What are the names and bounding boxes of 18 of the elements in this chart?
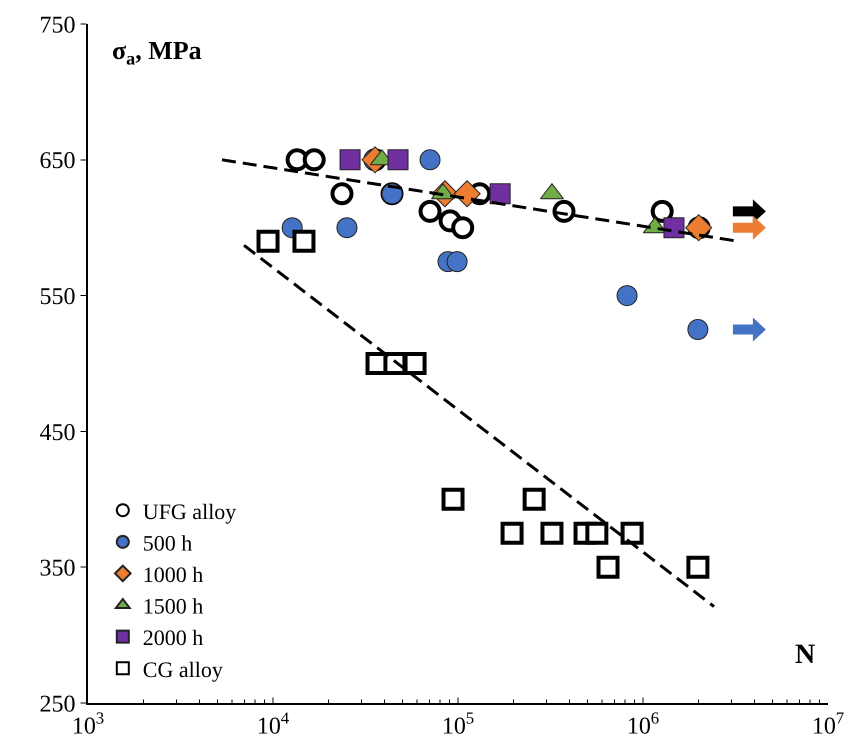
legend-label: 1000 h	[142, 562, 204, 587]
x-tick-label: 10$^{6}$	[626, 708, 660, 740]
y-tick-label: 550	[39, 284, 76, 310]
y-tick-label: 350	[39, 556, 76, 582]
legend-label: UFG alloy	[142, 498, 236, 524]
legend-label: 2000 h	[142, 625, 204, 650]
y-tick-label: 450	[39, 420, 76, 446]
legend-label: 500 h	[142, 530, 192, 556]
y-tick-label: 750	[39, 12, 76, 38]
x-tick-label: 10$^{7}$	[812, 708, 844, 740]
y-tick-label: 250	[39, 691, 76, 718]
y-tick-label: 650	[39, 148, 76, 174]
x-axis-title: N	[795, 639, 816, 670]
y-axis-title: σ$_{a}$, MPa	[112, 36, 202, 68]
legend-label: CG alloy	[142, 656, 223, 682]
x-tick-label: 10$^{4}$	[256, 708, 290, 740]
x-tick-label: 10$^{5}$	[442, 708, 474, 740]
legend-label: 1500 h	[142, 594, 204, 619]
